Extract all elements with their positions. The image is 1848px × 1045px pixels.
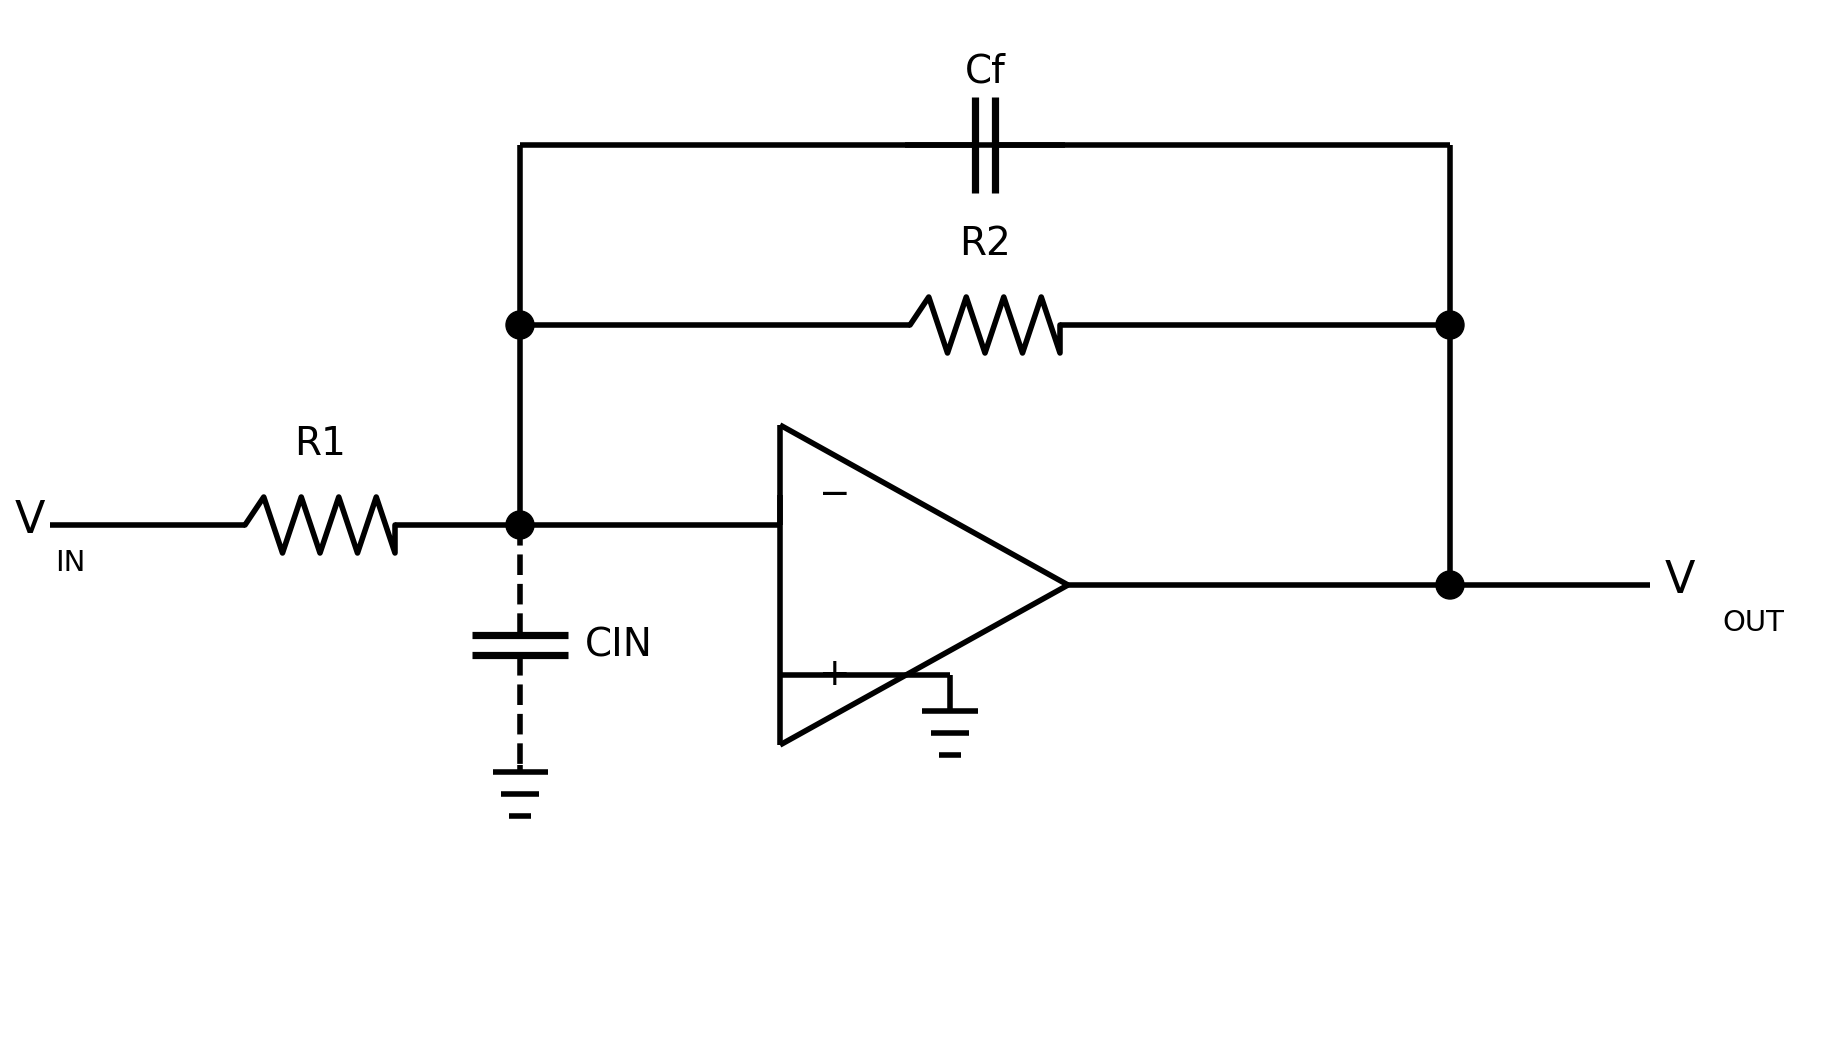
Text: R1: R1 [294, 425, 346, 463]
Text: Cf: Cf [965, 52, 1005, 90]
Circle shape [506, 511, 534, 539]
Text: IN: IN [55, 549, 85, 577]
Text: −: − [819, 478, 850, 513]
Text: R2: R2 [959, 225, 1011, 263]
Circle shape [506, 311, 534, 339]
Text: V: V [15, 498, 44, 541]
Text: V: V [1663, 558, 1695, 602]
Text: +: + [819, 656, 850, 693]
Circle shape [1436, 571, 1464, 599]
Circle shape [1436, 311, 1464, 339]
Text: OUT: OUT [1720, 609, 1783, 637]
Text: CIN: CIN [584, 626, 652, 664]
